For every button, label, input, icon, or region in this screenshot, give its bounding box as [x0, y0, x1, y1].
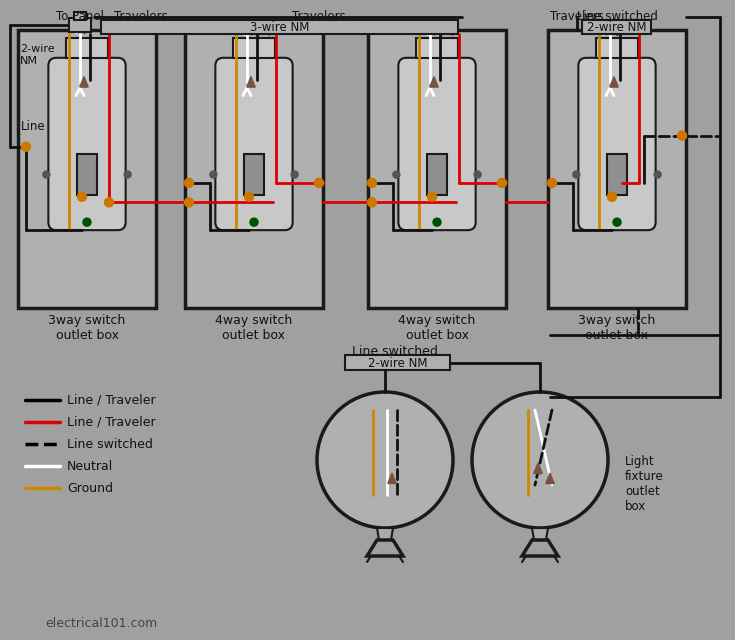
Circle shape: [498, 179, 506, 188]
Circle shape: [317, 392, 453, 528]
Polygon shape: [377, 528, 393, 540]
Text: Travelers: Travelers: [114, 10, 168, 23]
Text: Line: Line: [21, 120, 46, 133]
Circle shape: [291, 171, 298, 178]
Circle shape: [104, 198, 113, 207]
Circle shape: [124, 171, 131, 178]
Circle shape: [474, 171, 481, 178]
Bar: [77, 154, 97, 195]
Text: Neutral: Neutral: [67, 460, 113, 472]
Text: 3way switch
outlet box: 3way switch outlet box: [49, 314, 126, 342]
Bar: [233, 38, 275, 58]
Text: 2-wire
NM: 2-wire NM: [20, 44, 54, 66]
Bar: [607, 154, 627, 195]
Circle shape: [573, 171, 580, 178]
Bar: [244, 154, 264, 195]
Text: Line / Traveler: Line / Traveler: [67, 394, 156, 406]
Circle shape: [250, 218, 258, 226]
Bar: [548, 30, 686, 308]
Text: Light
fixture
outlet
box: Light fixture outlet box: [625, 455, 664, 513]
Bar: [427, 154, 447, 195]
Polygon shape: [610, 77, 618, 87]
Text: To Panel: To Panel: [56, 10, 104, 23]
Circle shape: [472, 392, 608, 528]
Circle shape: [210, 171, 217, 178]
Circle shape: [613, 218, 621, 226]
Bar: [69, 18, 91, 32]
Circle shape: [678, 131, 686, 140]
Text: 3way switch
outlet box: 3way switch outlet box: [578, 314, 656, 342]
Circle shape: [368, 179, 376, 188]
Circle shape: [77, 192, 87, 202]
Circle shape: [184, 179, 193, 188]
Circle shape: [368, 198, 376, 207]
Circle shape: [393, 171, 400, 178]
Circle shape: [315, 179, 323, 188]
Bar: [185, 30, 323, 308]
Circle shape: [428, 192, 437, 202]
Bar: [18, 30, 156, 308]
Circle shape: [245, 192, 254, 202]
Text: 3-wire NM: 3-wire NM: [250, 21, 309, 34]
Polygon shape: [430, 77, 438, 87]
Text: Line switched: Line switched: [352, 345, 438, 358]
Polygon shape: [247, 77, 255, 87]
Text: 2-wire NM: 2-wire NM: [587, 21, 647, 34]
Bar: [101, 20, 458, 34]
Text: 2-wire NM: 2-wire NM: [368, 356, 427, 369]
Polygon shape: [546, 473, 554, 483]
Text: Line / Traveler: Line / Traveler: [67, 415, 156, 429]
Circle shape: [608, 192, 617, 202]
Polygon shape: [532, 528, 548, 540]
Circle shape: [21, 142, 30, 151]
Text: electrical101.com: electrical101.com: [45, 617, 157, 630]
Circle shape: [433, 218, 441, 226]
Polygon shape: [80, 77, 88, 87]
Text: 4way switch
outlet box: 4way switch outlet box: [215, 314, 293, 342]
Bar: [368, 30, 506, 308]
Text: Ground: Ground: [67, 481, 113, 495]
Text: Travelers: Travelers: [293, 10, 346, 23]
Bar: [345, 355, 450, 370]
FancyBboxPatch shape: [578, 58, 656, 230]
Circle shape: [184, 198, 193, 207]
Text: Line switched: Line switched: [67, 438, 153, 451]
Circle shape: [548, 179, 556, 188]
Bar: [65, 38, 108, 58]
Bar: [596, 38, 638, 58]
Text: 4way switch
outlet box: 4way switch outlet box: [398, 314, 476, 342]
Polygon shape: [534, 463, 542, 474]
FancyBboxPatch shape: [398, 58, 476, 230]
Bar: [416, 38, 458, 58]
Text: Line switched: Line switched: [576, 10, 657, 23]
Circle shape: [83, 218, 91, 226]
FancyBboxPatch shape: [215, 58, 293, 230]
Polygon shape: [388, 473, 396, 483]
Circle shape: [654, 171, 662, 178]
Bar: [74, 12, 86, 20]
FancyBboxPatch shape: [49, 58, 126, 230]
Text: Travelers: Travelers: [550, 10, 604, 23]
Circle shape: [43, 171, 50, 178]
Bar: [583, 20, 651, 34]
